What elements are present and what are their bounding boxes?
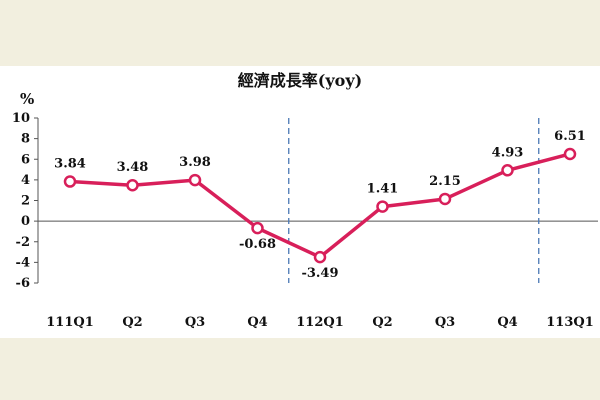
data-labels: 3.84 3.48 3.98 -0.68 -3.49 1.41 2.15 4.93 6.51 — [54, 129, 586, 281]
y-axis-unit: % — [20, 90, 34, 108]
chart-title: 經濟成長率(yoy) — [238, 71, 362, 90]
y-tick-labels: 10 8 6 4 2 0 -2 -4 -6 — [12, 111, 30, 291]
y-tick-label: -6 — [16, 276, 30, 291]
y-tick-label: -2 — [16, 235, 30, 250]
x-tick-label: Q3 — [435, 315, 455, 330]
data-point — [376, 200, 389, 213]
data-label: 3.48 — [117, 160, 149, 175]
axes — [34, 117, 598, 284]
x-tick-label: 113Q1 — [546, 315, 594, 330]
data-point — [501, 164, 514, 177]
data-point — [438, 192, 452, 206]
data-label: 1.41 — [367, 182, 399, 197]
data-label: 6.51 — [554, 129, 586, 144]
data-label: 2.15 — [429, 174, 461, 189]
data-label: 4.93 — [492, 145, 524, 160]
x-tick-labels: 111Q1 Q2 Q3 Q4 112Q1 Q2 Q3 Q4 113Q1 — [46, 315, 594, 330]
data-point — [188, 173, 202, 187]
x-tick-label: 112Q1 — [296, 315, 344, 330]
x-tick-label: 111Q1 — [46, 315, 94, 330]
data-point — [313, 250, 327, 264]
y-tick-label: 10 — [12, 111, 30, 126]
x-tick-label: Q4 — [497, 315, 517, 330]
year-dividers — [288, 118, 540, 283]
chart-panel — [0, 66, 600, 338]
y-tick-label: 6 — [21, 152, 30, 167]
data-label: 3.98 — [179, 155, 211, 170]
y-tick-label: 2 — [21, 194, 30, 209]
y-tick-label: 8 — [21, 132, 30, 147]
data-label: 3.84 — [54, 157, 86, 172]
data-points — [63, 147, 577, 264]
data-point — [251, 221, 264, 235]
x-tick-label: Q2 — [372, 315, 392, 330]
x-tick-label: Q4 — [247, 315, 267, 330]
y-tick-label: -4 — [16, 255, 30, 270]
y-tick-label: 4 — [21, 173, 30, 188]
data-point — [563, 147, 577, 161]
data-label: -0.68 — [239, 237, 276, 252]
data-point — [126, 178, 139, 192]
data-point — [63, 175, 77, 188]
data-label: -3.49 — [301, 266, 338, 281]
x-tick-label: Q3 — [185, 315, 205, 330]
y-tick-label: 0 — [21, 214, 30, 229]
x-tick-label: Q2 — [122, 315, 142, 330]
